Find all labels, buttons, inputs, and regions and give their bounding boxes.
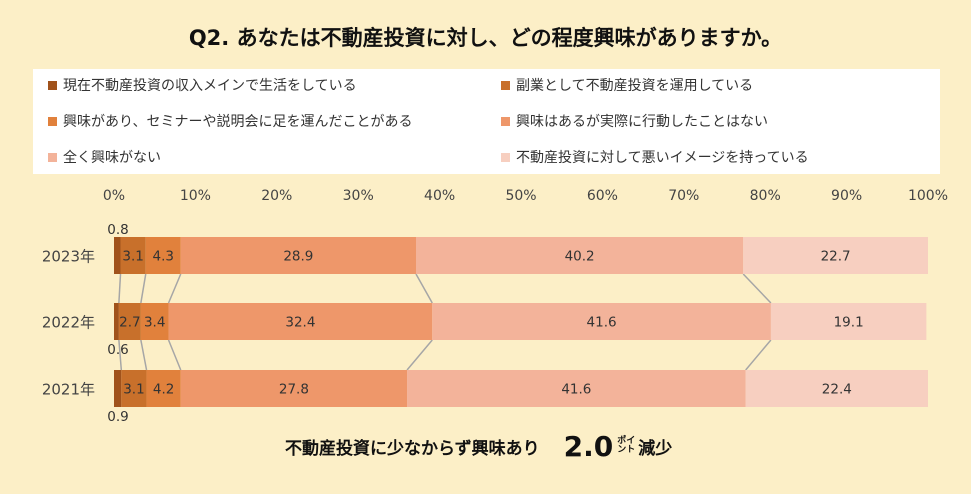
data-label: 28.9 bbox=[283, 249, 313, 265]
summary-suffix: 減少 bbox=[638, 438, 673, 459]
data-label: 32.4 bbox=[285, 315, 315, 331]
summary-note: 不動産投資に少なからず興味あり 2.0 ポイ ント 減少 bbox=[285, 426, 672, 466]
bar-segment bbox=[114, 303, 119, 340]
data-label: 0.6 bbox=[107, 342, 128, 358]
bar-segment bbox=[114, 237, 121, 274]
summary-unit-top: ポイ bbox=[617, 436, 636, 446]
legend-swatch bbox=[501, 116, 510, 126]
bar-segment bbox=[432, 303, 771, 340]
legend-label: 副業として不動産投資を運用している bbox=[516, 78, 754, 94]
data-label: 2.7 bbox=[119, 315, 140, 331]
bar-segment bbox=[180, 237, 416, 274]
x-tick-label: 100% bbox=[908, 188, 948, 204]
data-label: 41.6 bbox=[587, 315, 617, 331]
legend: 現在不動産投資の収入メインで生活をしている 副業として不動産投資を運用している … bbox=[33, 69, 940, 174]
legend-swatch bbox=[48, 116, 57, 126]
data-label: 22.7 bbox=[821, 249, 851, 265]
bar-segment bbox=[140, 303, 169, 340]
x-tick-label: 60% bbox=[587, 188, 618, 204]
legend-label: 現在不動産投資の収入メインで生活をしている bbox=[63, 78, 357, 94]
bar-segment bbox=[120, 237, 146, 274]
data-label: 0.8 bbox=[107, 222, 128, 238]
data-label: 40.2 bbox=[565, 249, 595, 265]
category-label: 2021年 bbox=[42, 381, 95, 399]
summary-unit: ポイ ント bbox=[617, 437, 635, 455]
legend-swatch bbox=[501, 80, 510, 90]
legend-item: 興味があり、セミナーや説明会に足を運んだことがある bbox=[48, 111, 412, 131]
series-line bbox=[406, 339, 433, 371]
data-label: 41.6 bbox=[561, 382, 591, 398]
legend-label: 全く興味がない bbox=[63, 150, 161, 166]
legend-item: 現在不動産投資の収入メインで生活をしている bbox=[48, 75, 357, 95]
bar-segment bbox=[168, 303, 433, 340]
legend-item: 不動産投資に対して悪いイメージを持っている bbox=[501, 147, 809, 167]
bar-segment bbox=[121, 370, 147, 407]
x-tick-label: 80% bbox=[750, 188, 781, 204]
summary-unit-bottom: ント bbox=[617, 445, 636, 455]
bar-segment bbox=[145, 237, 181, 274]
legend-label: 興味があり、セミナーや説明会に足を運んだことがある bbox=[63, 114, 413, 130]
x-tick-label: 10% bbox=[180, 188, 211, 204]
data-label: 3.1 bbox=[123, 382, 144, 398]
bar-segment bbox=[415, 237, 744, 274]
bar-segment bbox=[745, 370, 928, 407]
data-label: 0.9 bbox=[107, 409, 128, 425]
x-tick-label: 20% bbox=[261, 188, 292, 204]
chart-title: Q2. あなたは不動産投資に対し、どの程度興味がありますか。 bbox=[188, 26, 783, 50]
legend-item: 副業として不動産投資を運用している bbox=[501, 75, 753, 95]
category-label: 2022年 bbox=[42, 314, 95, 332]
x-tick-label: 50% bbox=[505, 188, 536, 204]
series-line bbox=[140, 339, 148, 371]
series-line bbox=[167, 339, 182, 371]
x-tick-label: 70% bbox=[668, 188, 699, 204]
data-label: 27.8 bbox=[279, 382, 309, 398]
bar-segment bbox=[770, 303, 927, 340]
legend-swatch bbox=[48, 152, 57, 162]
legend-swatch bbox=[501, 152, 510, 162]
x-tick-label: 30% bbox=[343, 188, 374, 204]
legend-item: 興味はあるが実際に行動したことはない bbox=[501, 111, 768, 131]
series-line bbox=[745, 339, 772, 371]
data-label: 3.1 bbox=[122, 249, 143, 265]
data-label: 4.3 bbox=[153, 249, 174, 265]
x-tick-label: 90% bbox=[831, 188, 862, 204]
series-line bbox=[167, 273, 182, 304]
summary-value: 2.0 bbox=[563, 429, 614, 463]
legend-item: 全く興味がない bbox=[48, 147, 161, 167]
bar-segment bbox=[407, 370, 746, 407]
legend-swatch bbox=[48, 80, 57, 90]
bar-segment bbox=[743, 237, 928, 274]
bar-segment bbox=[180, 370, 408, 407]
series-line bbox=[118, 339, 123, 371]
category-label: 2023年 bbox=[42, 248, 95, 266]
series-line bbox=[415, 273, 433, 304]
x-tick-label: 0% bbox=[103, 188, 125, 204]
bar-segment bbox=[114, 370, 122, 407]
legend-label: 興味はあるが実際に行動したことはない bbox=[516, 114, 768, 130]
legend-label: 不動産投資に対して悪いイメージを持っている bbox=[516, 150, 809, 166]
bar-segment bbox=[118, 303, 141, 340]
x-tick-label: 40% bbox=[424, 188, 455, 204]
series-line bbox=[140, 273, 147, 304]
data-label: 22.4 bbox=[822, 382, 852, 398]
series-line bbox=[118, 273, 122, 304]
summary-text: 不動産投資に少なからず興味あり bbox=[285, 438, 540, 459]
bar-segment bbox=[146, 370, 181, 407]
series-line bbox=[742, 273, 772, 304]
data-label: 19.1 bbox=[834, 315, 864, 331]
data-label: 4.2 bbox=[153, 382, 174, 398]
data-label: 3.4 bbox=[144, 315, 165, 331]
